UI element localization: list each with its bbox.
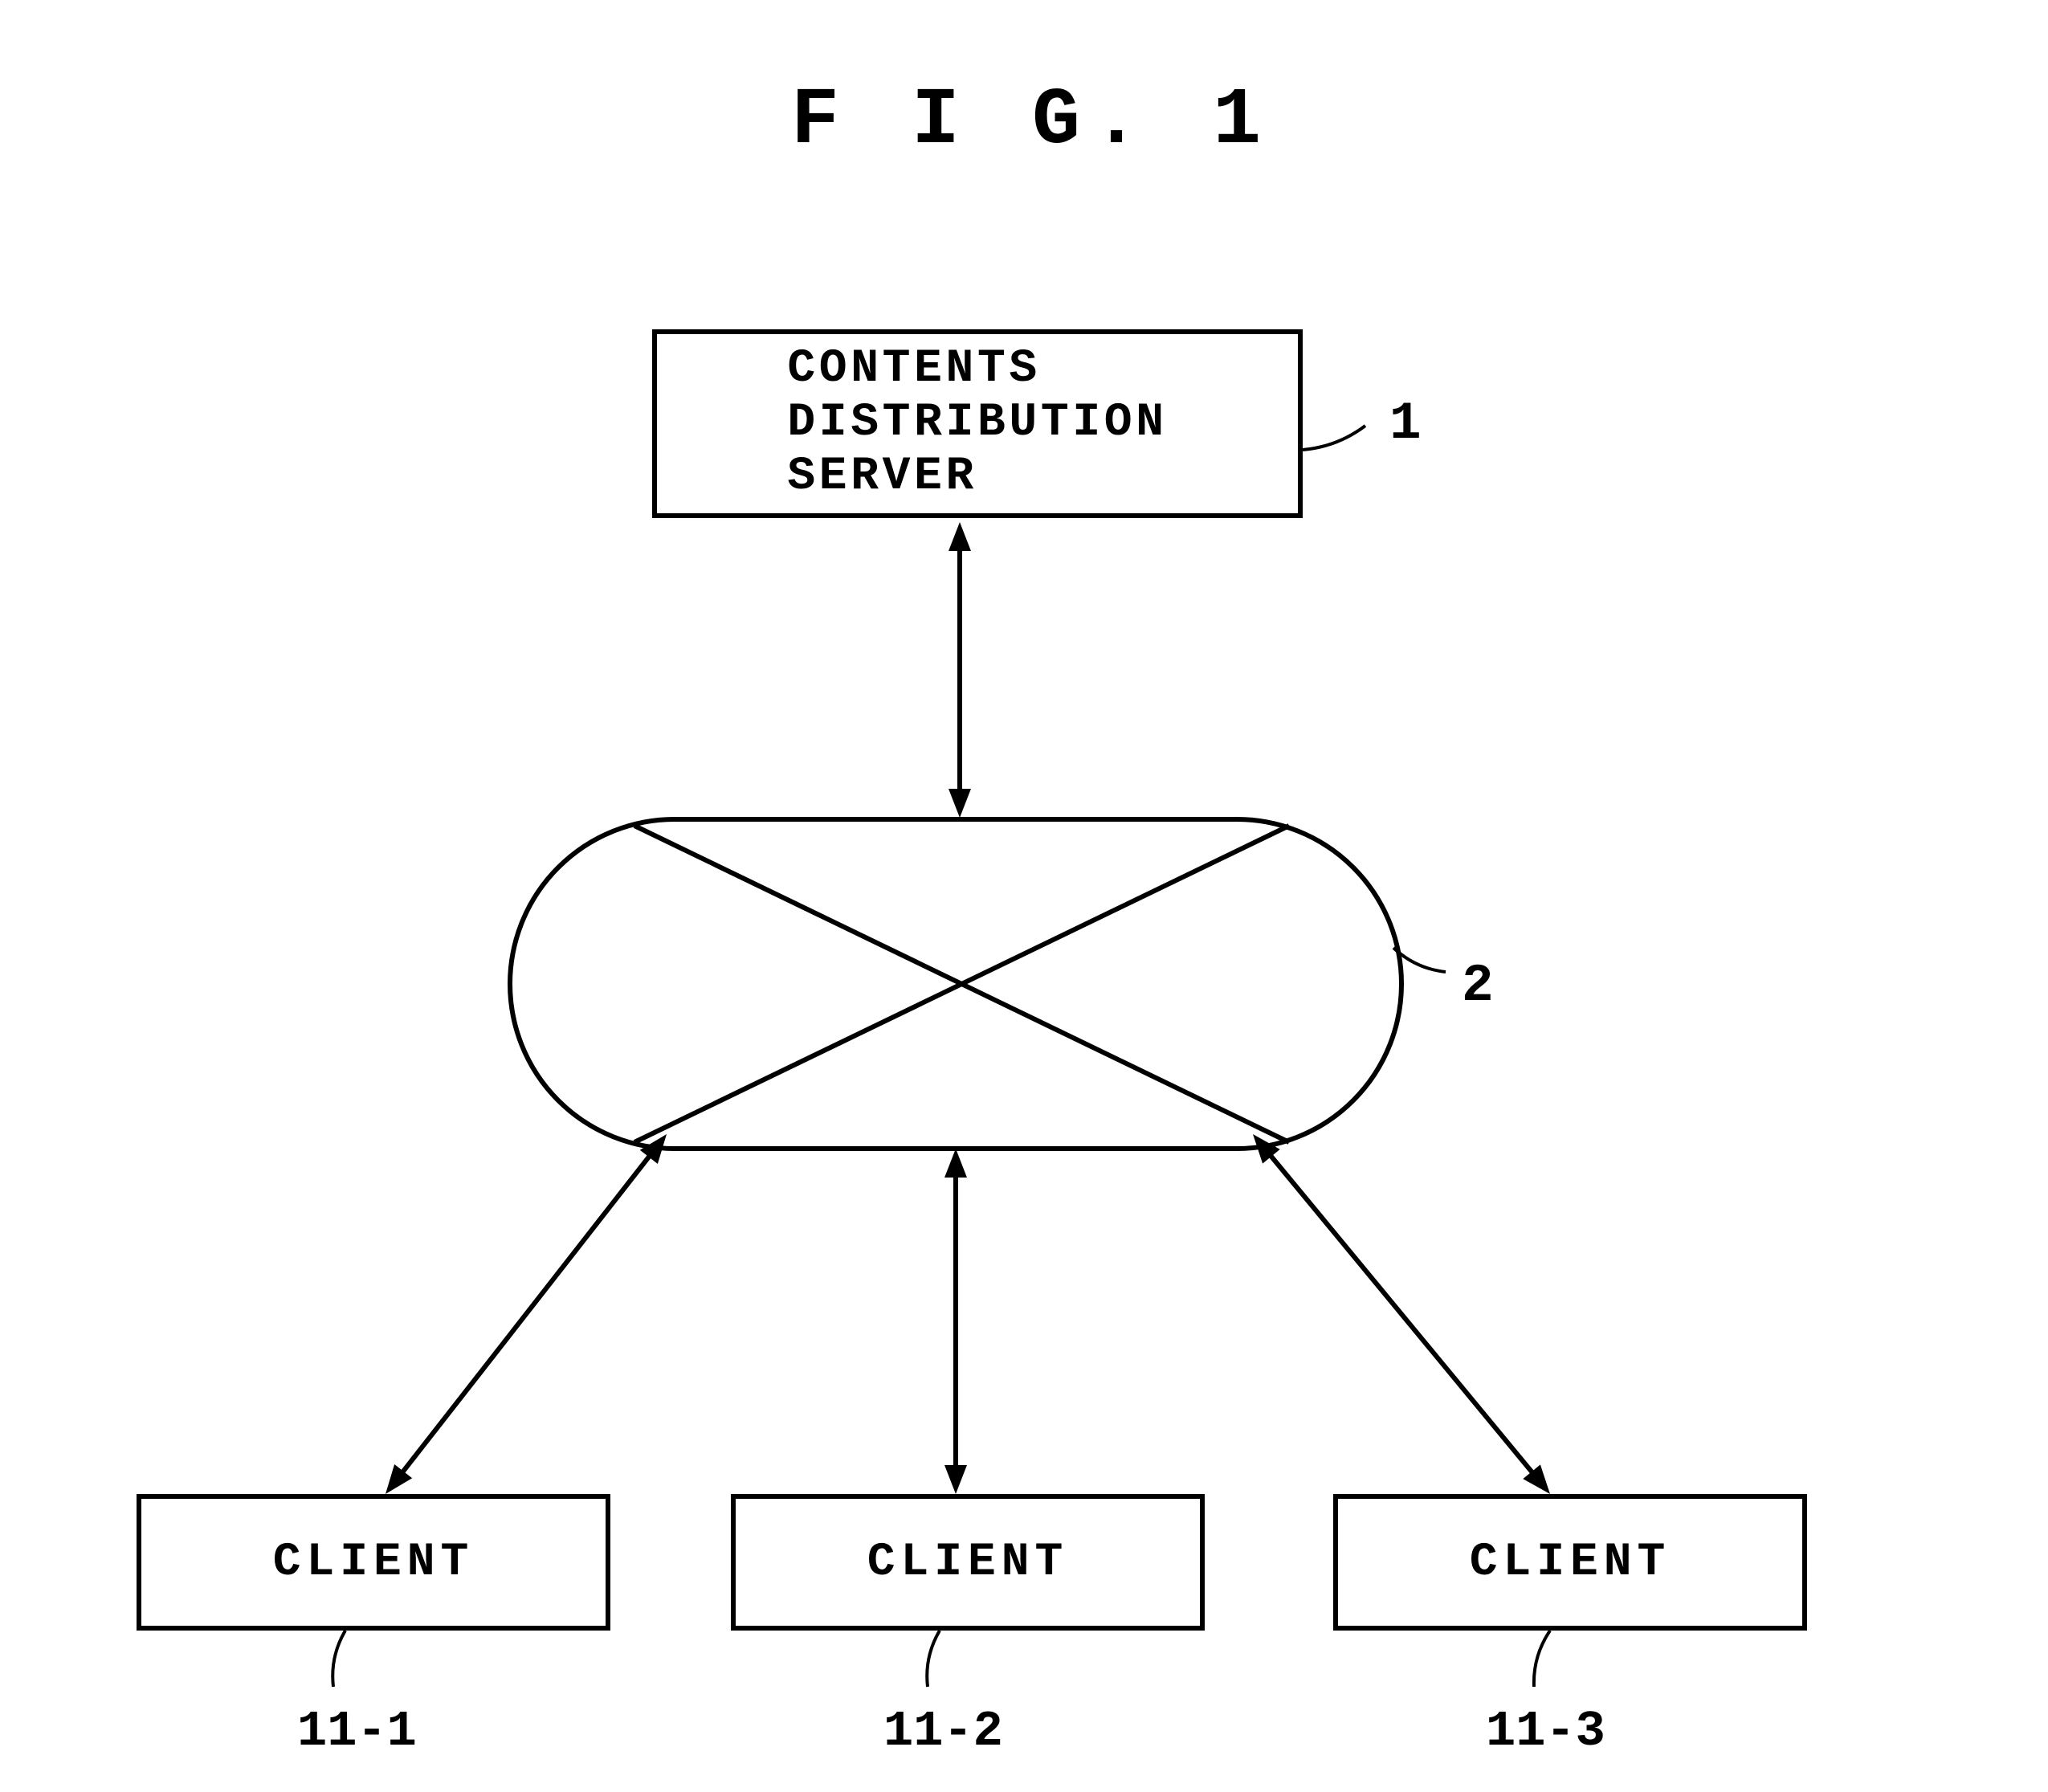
diagram-connectors <box>0 0 2048 1792</box>
